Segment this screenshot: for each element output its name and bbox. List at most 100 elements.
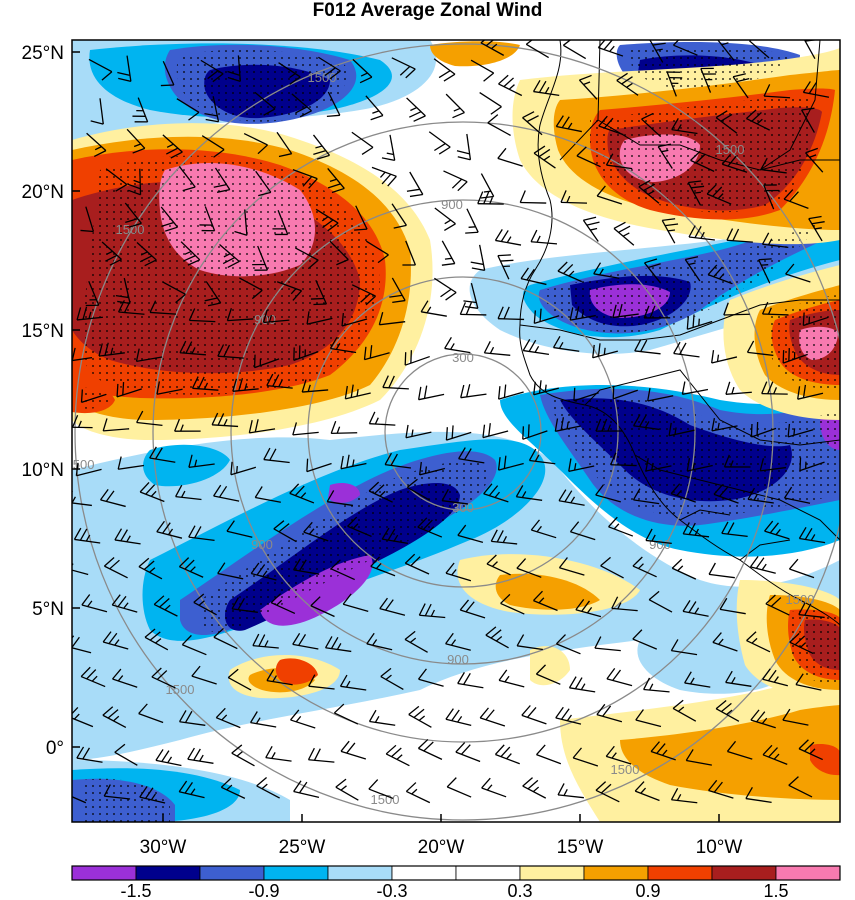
wind-barb	[406, 478, 431, 501]
wind-barb	[368, 481, 393, 503]
wind-barb	[522, 777, 547, 799]
wind-barb	[381, 527, 408, 545]
wind-barb	[641, 112, 662, 138]
wind-barb	[465, 208, 479, 234]
wind-barb	[782, 348, 808, 364]
wind-barb	[479, 707, 506, 727]
wind-barb	[178, 780, 205, 799]
colorbar-swatch	[263, 865, 329, 881]
wind-barb	[391, 57, 416, 79]
wind-barb	[712, 632, 738, 652]
wind-barb	[456, 133, 472, 161]
wind-barb	[330, 559, 355, 581]
wind-barb	[643, 258, 662, 284]
wind-barb	[404, 350, 430, 366]
stipple-area-6	[543, 222, 820, 333]
wind-barb	[80, 389, 107, 404]
wind-barb	[595, 418, 622, 432]
wind-barb	[444, 336, 471, 354]
colorbar-swatch	[455, 865, 521, 881]
wind-barb	[428, 131, 451, 155]
wind-barb	[365, 240, 389, 264]
wind-barb	[661, 218, 679, 244]
wind-barb	[306, 311, 333, 325]
wind-barb	[463, 282, 479, 309]
wind-barb	[326, 91, 341, 118]
wind-barb	[292, 422, 319, 436]
wind-barb	[231, 597, 258, 613]
wind-barb	[365, 95, 384, 121]
wind-barb	[482, 423, 509, 439]
wind-barb	[788, 558, 815, 579]
wind-barb	[596, 185, 623, 205]
range-ring-900	[230, 199, 696, 665]
wind-barb	[270, 593, 296, 615]
wind-barb	[668, 422, 695, 437]
wind-barb	[215, 707, 241, 729]
wind-barb	[253, 354, 280, 369]
wind-barb	[762, 668, 788, 687]
wind-barb	[745, 786, 772, 803]
lat-tick-label: 0°	[46, 738, 64, 759]
wind-barb	[783, 189, 809, 210]
wind-barb	[598, 115, 624, 136]
wind-barb	[327, 168, 345, 194]
wind-barb	[713, 484, 739, 504]
wind-barb	[535, 664, 561, 685]
wind-barb	[213, 484, 240, 502]
wind-barb	[102, 418, 130, 432]
wind-barb	[368, 779, 394, 800]
wind-barb	[798, 602, 825, 619]
wind-barb	[250, 562, 277, 581]
wind-barb	[719, 597, 746, 615]
wind-barb	[419, 461, 446, 476]
wind-barb	[632, 556, 657, 578]
wind-barb	[366, 632, 393, 651]
wind-barb	[715, 699, 740, 722]
border-1	[559, 40, 840, 171]
wind-barb	[497, 306, 525, 321]
wind-barb	[558, 489, 585, 506]
wind-barb	[787, 423, 814, 438]
wind-barb	[199, 206, 216, 232]
wind-barb	[595, 781, 620, 803]
wind-barb	[568, 458, 595, 472]
wind-barb	[670, 788, 698, 804]
wind-barb	[262, 309, 290, 324]
range-ring-1200	[152, 121, 774, 743]
range-ring-label: 900	[447, 652, 469, 667]
wind-barb	[402, 240, 417, 266]
wind-barb	[612, 385, 638, 400]
colorbar-swatch	[711, 865, 777, 881]
wind-barb	[132, 97, 149, 123]
wind-barb	[726, 740, 753, 760]
wind-barb	[671, 118, 698, 135]
wind-barb	[470, 244, 486, 271]
lat-tick-label: 15°N	[22, 321, 64, 342]
stipple-area-1	[80, 155, 380, 395]
wind-barb	[105, 168, 128, 192]
wind-barb	[248, 419, 276, 434]
wind-barb	[578, 74, 598, 100]
wind-barb	[266, 373, 293, 389]
wind-barb	[340, 454, 367, 470]
colorbar-swatch	[647, 865, 713, 881]
wind-barb	[178, 557, 204, 578]
wind-barb	[434, 277, 457, 301]
wind-barb	[682, 600, 709, 617]
wind-barb	[324, 636, 352, 653]
wind-barb	[805, 147, 824, 173]
colorbar-label: -0.3	[376, 881, 407, 900]
wind-barb	[368, 709, 396, 726]
wind-barb	[558, 557, 585, 576]
wind-barb	[480, 173, 495, 199]
wind-barb	[127, 168, 142, 196]
wind-barb	[470, 59, 495, 82]
wind-barb	[178, 710, 206, 726]
wind-barb	[85, 281, 100, 307]
wind-barb	[226, 520, 253, 538]
lon-tick-label: 25°W	[279, 837, 326, 858]
wind-barb	[200, 59, 224, 83]
wind-barb	[595, 484, 621, 503]
wind-barb	[650, 741, 676, 761]
